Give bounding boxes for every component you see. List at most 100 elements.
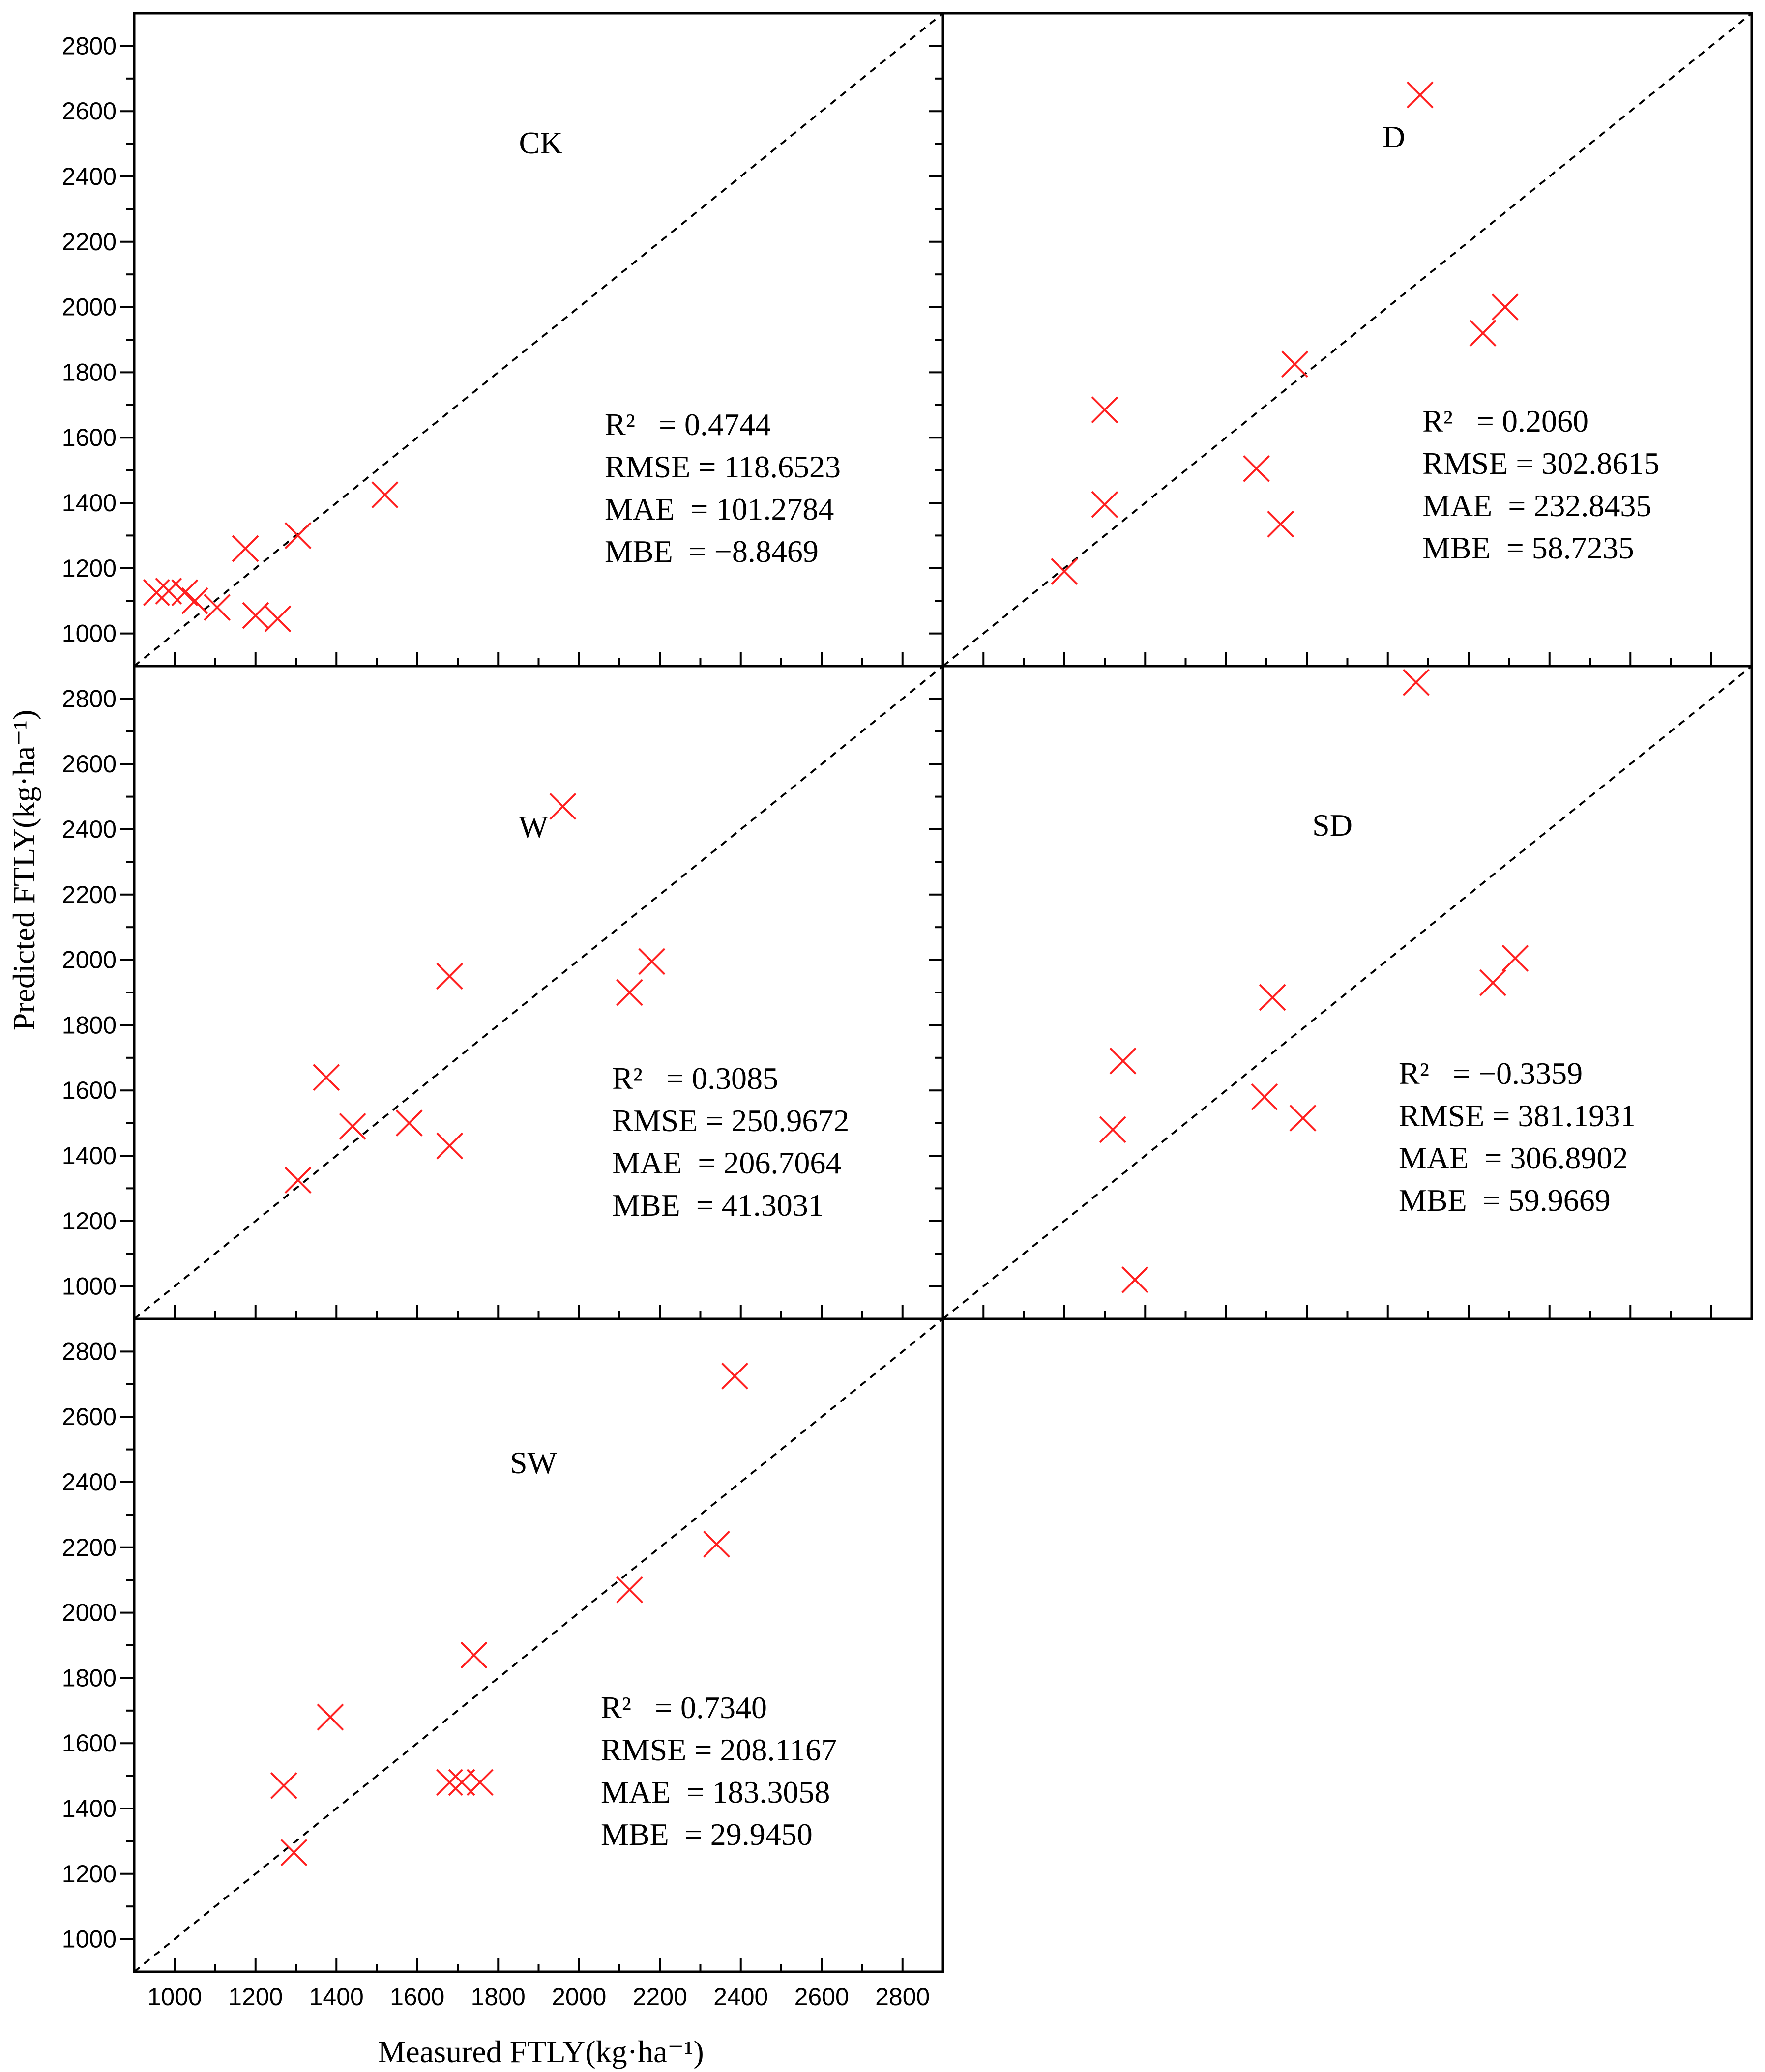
marker-stroke [1091, 396, 1118, 424]
y-tick-label: 1200 [62, 1860, 117, 1888]
x-tick-label: 1800 [471, 1983, 526, 2011]
data-point [1251, 1083, 1278, 1110]
marker-stroke [155, 577, 182, 605]
marker-stroke [264, 605, 292, 633]
data-point [1281, 350, 1308, 378]
marker-stroke [436, 1769, 463, 1796]
data-point [436, 1132, 463, 1160]
metric-line: MBE = 29.9450 [601, 1817, 813, 1852]
marker-stroke [1091, 491, 1118, 518]
data-point [371, 481, 399, 508]
data-point [436, 963, 463, 990]
x-tick-label: 1400 [309, 1983, 364, 2011]
y-tick-label: 2800 [62, 32, 117, 59]
marker-stroke [1491, 293, 1519, 321]
metric-line: MAE = 232.8435 [1422, 488, 1651, 523]
panel-title: SD [1312, 808, 1353, 843]
y-tick-label: 2000 [62, 946, 117, 974]
marker-stroke [1402, 669, 1430, 696]
y-tick-label: 1200 [62, 554, 117, 582]
identity-line [942, 665, 1753, 1320]
data-point [1121, 1266, 1149, 1293]
panel-title: W [519, 809, 549, 844]
data-point [1289, 1105, 1317, 1132]
marker-stroke [1407, 81, 1434, 109]
marker-stroke [1289, 1105, 1317, 1132]
marker-stroke [371, 481, 399, 508]
metric-line: R² = 0.4744 [605, 407, 771, 442]
marker-stroke [436, 963, 463, 990]
data-point [317, 1703, 344, 1731]
panel-d: D R² = 0.2060 RMSE = 302.8615 MAE = 232.843… [929, 12, 1753, 668]
identity-line [133, 12, 944, 667]
x-axis-title: Measured FTLY(kg·ha⁻¹) [378, 2034, 704, 2069]
marker-stroke [1469, 320, 1497, 347]
y-tick-label: 2400 [62, 816, 117, 843]
y-tick-label: 2000 [62, 293, 117, 321]
metric-line: R² = −0.3359 [1399, 1056, 1583, 1091]
identity-line [133, 1318, 944, 1973]
y-tick-label: 2400 [62, 163, 117, 190]
metric-line: MBE = 41.3031 [612, 1188, 824, 1223]
data-point [638, 948, 666, 975]
marker-stroke [436, 1132, 463, 1160]
data-point [280, 1839, 308, 1867]
data-point [339, 1112, 366, 1140]
y-tick-label: 2400 [62, 1468, 117, 1496]
metric-line: MAE = 306.8902 [1399, 1140, 1628, 1175]
x-tick-label: 1200 [228, 1983, 283, 2011]
marker-stroke [460, 1641, 488, 1669]
data-point [1479, 969, 1507, 996]
panel-title: SW [510, 1445, 558, 1480]
y-axis-title: Predicted FTLY(kg·ha⁻¹) [6, 710, 41, 1031]
data-point [181, 587, 208, 614]
data-point [616, 1576, 643, 1604]
panel-w: 1000 1200 1400 1600 1800 2000 2200 2400 2600 2800… [62, 665, 944, 1320]
y-tick-label: 1000 [62, 620, 117, 647]
marker-stroke [703, 1530, 730, 1558]
marker-stroke [1267, 510, 1294, 538]
metric-line: R² = 0.7340 [601, 1690, 767, 1725]
data-point [1091, 396, 1118, 424]
panel-title: D [1383, 119, 1405, 154]
marker-stroke [284, 522, 312, 549]
panels: 1000 1200 1400 1600 1800 2000 2200 2400 2600 2800… [62, 12, 1753, 2011]
data-point [1099, 1116, 1126, 1143]
data-point [143, 579, 170, 607]
data-point [1491, 293, 1519, 321]
data-point [395, 1109, 423, 1137]
marker-stroke [1121, 1266, 1149, 1293]
marker-stroke [317, 1703, 344, 1731]
y-tick-label: 1800 [62, 358, 117, 386]
y-tick-label: 2200 [62, 1534, 117, 1561]
marker-stroke [1051, 558, 1078, 585]
marker-stroke [339, 1112, 366, 1140]
y-tick-label: 2200 [62, 228, 117, 256]
y-tick-label: 1800 [62, 1011, 117, 1039]
data-point [242, 602, 269, 629]
marker-stroke [1259, 984, 1286, 1011]
metric-line: R² = 0.2060 [1422, 404, 1588, 438]
marker-stroke [1501, 944, 1529, 972]
panel-sd: SD R² = −0.3359 RMSE = 381.1931 MAE = 306.8… [929, 665, 1753, 1320]
y-tick-label: 2800 [62, 685, 117, 712]
data-point [436, 1769, 463, 1796]
panel-sw: 1000 1200 1400 1600 1800 2000 2200 2400 2600 2800… [62, 1317, 944, 2011]
metric-line: MAE = 183.3058 [601, 1775, 830, 1809]
marker-stroke [616, 1576, 643, 1604]
x-tick-label: 2800 [875, 1983, 930, 2011]
x-tick-label: 1600 [390, 1983, 444, 2011]
y-tick-label: 2200 [62, 881, 117, 908]
metric-line: MBE = 58.7235 [1422, 530, 1634, 565]
x-tick-label: 2000 [552, 1983, 606, 2011]
data-point [232, 535, 259, 562]
marker-stroke [171, 579, 199, 607]
marker-stroke [280, 1839, 308, 1867]
y-tick-label: 2600 [62, 750, 117, 778]
marker-stroke [181, 587, 208, 614]
marker-stroke [232, 535, 259, 562]
y-tick-label: 2800 [62, 1338, 117, 1365]
marker-stroke [616, 979, 643, 1006]
y-tick-label: 2600 [62, 97, 117, 125]
